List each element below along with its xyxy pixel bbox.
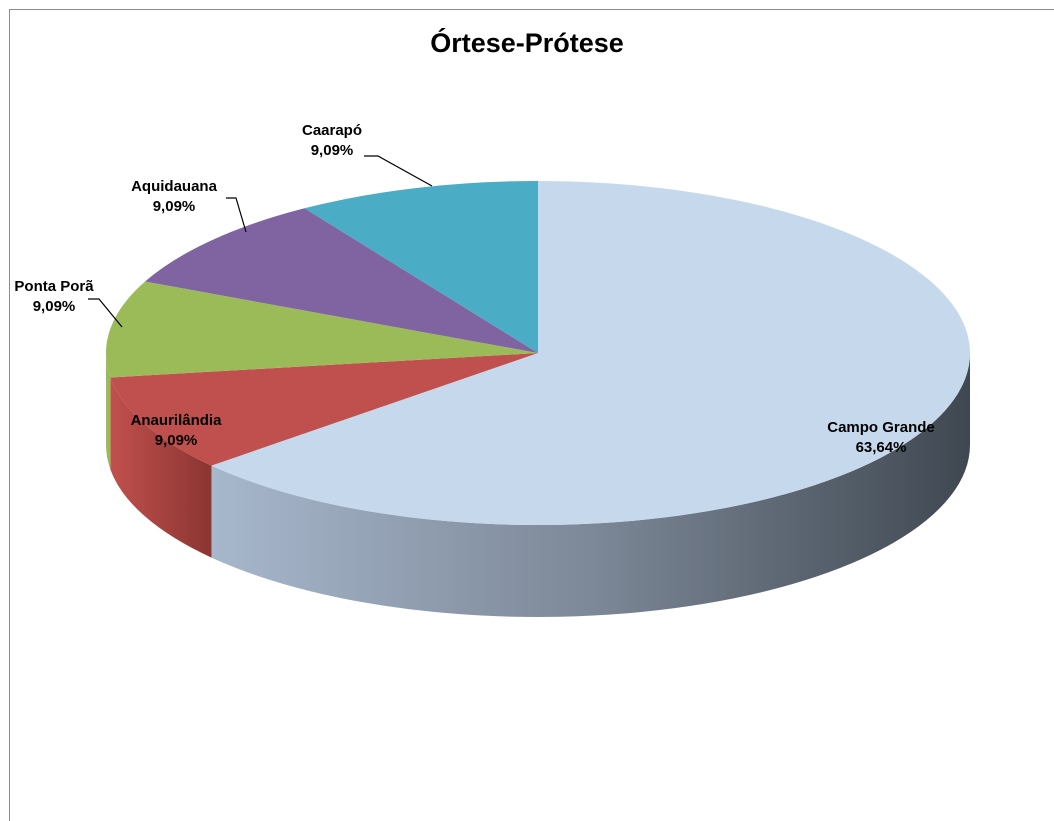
slice-label-aquidauana: Aquidauana	[131, 178, 217, 195]
pie-slice-campo-grande[interactable]	[211, 181, 971, 525]
slice-label-ponta-pora: Ponta Porã	[14, 278, 94, 295]
slice-label-caarapo: Caarapó	[302, 122, 362, 139]
pie-slice-caarapo[interactable]	[304, 181, 538, 353]
chart-title: Órtese-Prótese	[430, 28, 624, 58]
leader-line-caarapo	[364, 155, 433, 187]
slice-label-anaurilandia: Anaurilândia	[131, 412, 223, 429]
pie-side-ponta-pora	[106, 353, 111, 470]
pie-slice-anaurilandia[interactable]	[110, 353, 539, 466]
slice-value-anaurilandia: 9,09%	[155, 432, 198, 449]
slice-value-aquidauana: 9,09%	[153, 198, 196, 215]
slice-label-campo-grande: Campo Grande	[827, 419, 935, 436]
pie-side-anaurilandia	[110, 377, 212, 558]
slice-value-caarapo: 9,09%	[311, 142, 354, 159]
pie-slice-ponta-pora[interactable]	[106, 281, 538, 378]
pie-slice-aquidauana[interactable]	[145, 208, 538, 353]
pie-side-campo-grande	[211, 353, 971, 617]
leader-line-aquidauana	[226, 197, 247, 233]
leader-line-ponta-pora	[88, 298, 123, 328]
slice-value-campo-grande: 63,64%	[856, 439, 907, 456]
slice-value-ponta-pora: 9,09%	[33, 298, 76, 315]
